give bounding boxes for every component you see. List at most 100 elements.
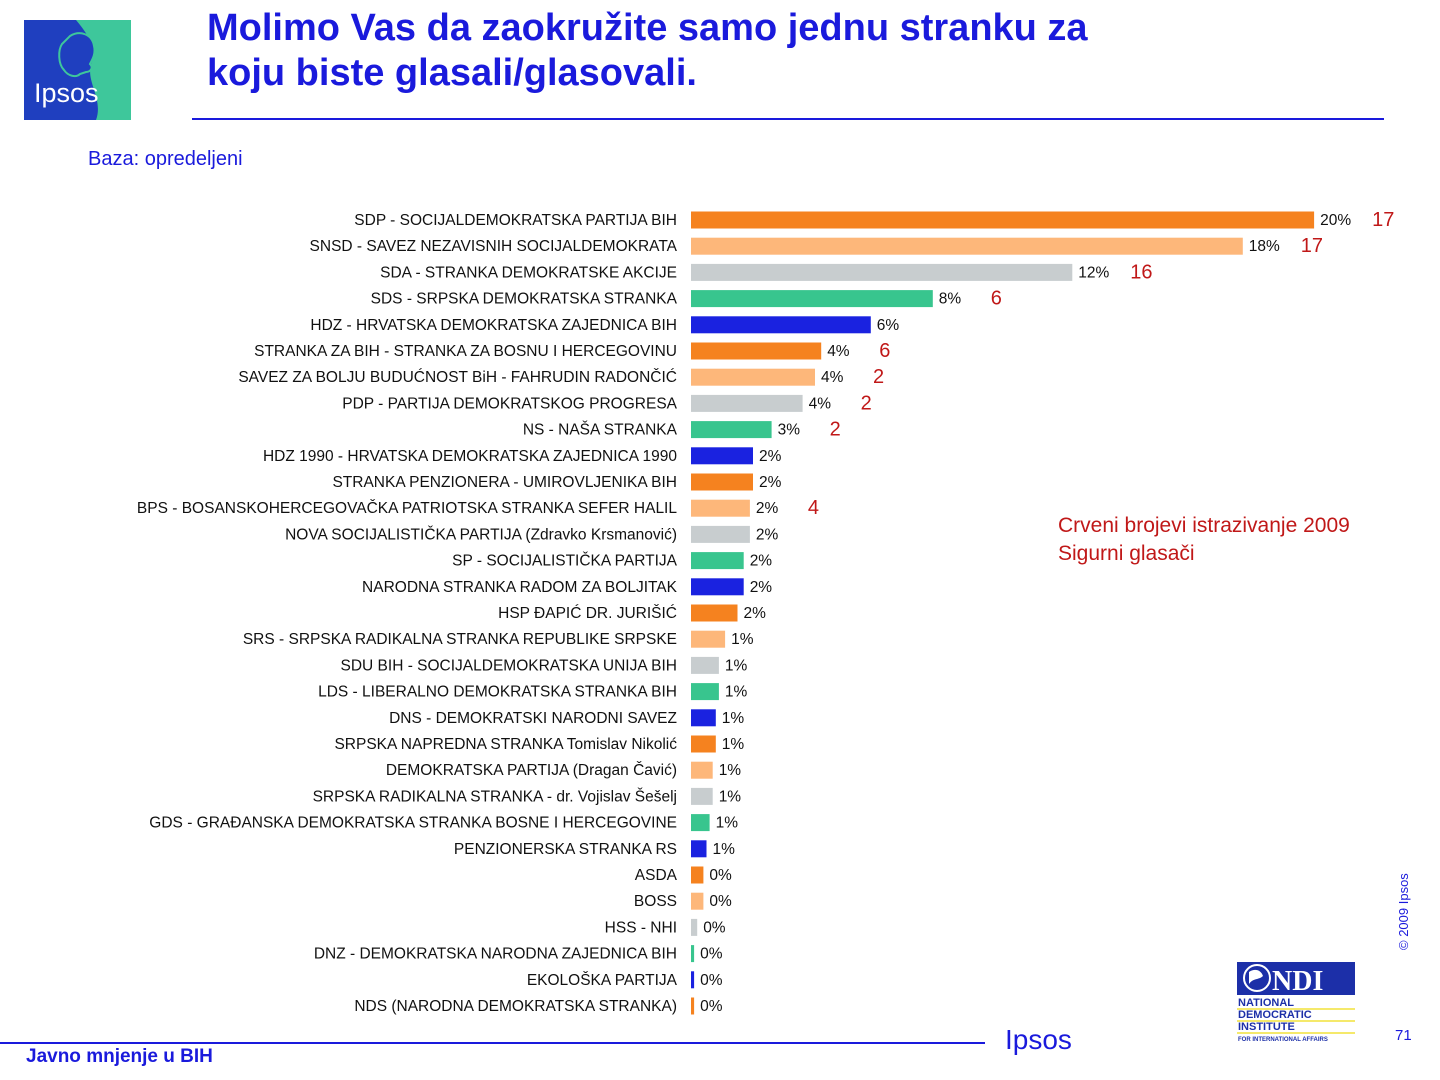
bar [691,735,716,753]
footer-rule [0,1042,985,1044]
research-2009-value: 17 [1301,235,1323,257]
research-2009-value: 16 [1130,261,1152,283]
bar [691,709,716,727]
value-label: 2% [756,526,779,543]
ndi-logo-line-1: NATIONAL [1238,997,1294,1009]
value-label: 6% [877,317,900,334]
category-label: SDA - STRANKA DEMOKRATSKE AKCIJE [380,264,677,281]
research-2009-value: 2 [830,419,841,441]
value-label: 1% [722,710,745,727]
category-label: SAVEZ ZA BOLJU BUDUĆNOST BiH - FAHRUDIN … [238,369,677,386]
title-line-2: koju biste glasali/glasovali. [207,52,697,94]
value-label: 20% [1320,212,1351,229]
footer-ipsos-brand: Ipsos [1005,1024,1072,1055]
ndi-logo-line-3: INSTITUTE [1238,1021,1295,1033]
footer-title: Javno mnjenje u BIH [26,1046,213,1067]
ndi-logo-line-2: DEMOCRATIC [1238,1009,1312,1021]
bar [691,578,744,596]
value-label: 1% [725,657,748,674]
bar [691,656,719,674]
value-label: 1% [731,631,754,648]
category-label: BPS - BOSANSKOHERCEGOVAČKA PATRIOTSKA ST… [137,500,677,517]
category-label: HSP ĐAPIĆ DR. JURIŠIĆ [498,605,677,622]
category-label: HSS - NHI [605,919,677,936]
category-label: SDU BIH - SOCIJALDEMOKRATSKA UNIJA BIH [341,657,677,674]
category-label: SNSD - SAVEZ NEZAVISNIH SOCIJALDEMOKRATA [310,238,678,255]
category-label: NDS (NARODNA DEMOKRATSKA STRANKA) [354,998,677,1015]
research-note: Crveni brojevi istrazivanje 2009 Sigurni… [1058,512,1350,568]
category-label: HDZ - HRVATSKA DEMOKRATSKA ZAJEDNICA BIH [310,317,677,334]
category-label: STRANKA PENZIONERA - UMIROVLJENIKA BIH [332,474,677,491]
value-label: 4% [809,395,832,412]
category-label: NOVA SOCIJALISTIČKA PARTIJA (Zdravko Krs… [285,526,677,543]
research-note-line-1: Crveni brojevi istrazivanje 2009 [1058,514,1350,537]
bar [691,211,1315,229]
category-label: NARODNA STRANKA RADOM ZA BOLJITAK [362,579,678,596]
ndi-logo: NDI NATIONAL DEMOCRATIC INSTITUTE FOR IN… [1237,962,1355,1043]
category-label: DNS - DEMOKRATSKI NARODNI SAVEZ [389,710,677,727]
research-2009-value: 6 [991,288,1002,310]
title-line-1: Molimo Vas da zaokružite samo jednu stra… [207,7,1088,49]
value-label: 1% [719,788,742,805]
category-label: SRPSKA NAPREDNA STRANKA Tomislav Nikolić [334,736,677,753]
bar [691,683,719,701]
bar [691,892,704,910]
bar [691,237,1243,255]
value-label: 12% [1078,264,1109,281]
page-number: 71 [1395,1027,1412,1044]
value-label: 4% [821,369,844,386]
value-label: 0% [700,998,723,1015]
value-label: 0% [700,946,723,963]
ndi-logo-mark: NDI [1272,966,1323,997]
category-label: SRPSKA RADIKALNA STRANKA - dr. Vojislav … [313,788,677,805]
ndi-logo-line-4: FOR INTERNATIONAL AFFAIRS [1238,1037,1328,1043]
research-2009-value: 2 [861,392,872,414]
bar [691,290,933,308]
research-2009-value: 17 [1372,209,1394,231]
value-label: 0% [703,919,726,936]
ipsos-logo: Ipsos [24,20,131,120]
value-label: 2% [759,474,782,491]
category-label: PENZIONERSKA STRANKA RS [454,841,677,858]
bar [691,316,871,334]
category-label: GDS - GRAĐANSKA DEMOKRATSKA STRANKA BOSN… [149,815,677,832]
value-label: 2% [756,500,779,517]
category-label: DNZ - DEMOKRATSKA NARODNA ZAJEDNICA BIH [314,946,677,963]
value-label: 1% [719,762,742,779]
category-label: SP - SOCIJALISTIČKA PARTIJA [452,553,677,570]
value-label: 2% [750,579,773,596]
bar [691,394,803,412]
bar [691,263,1073,281]
research-2009-value: 4 [808,497,819,519]
category-label: HDZ 1990 - HRVATSKA DEMOKRATSKA ZAJEDNIC… [263,448,677,465]
value-label: 1% [725,684,748,701]
category-label: SDS - SRPSKA DEMOKRATSKA STRANKA [371,291,678,308]
value-label: 18% [1249,238,1280,255]
bar [691,342,822,360]
value-label: 1% [716,815,739,832]
value-label: 0% [709,893,732,910]
category-label: EKOLOŠKA PARTIJA [527,972,678,989]
category-label: ASDA [635,867,678,884]
research-2009-value: 2 [873,366,884,388]
bar [691,971,695,989]
bar [691,421,772,439]
value-label: 4% [827,343,850,360]
value-label: 2% [750,553,773,570]
bar [691,840,707,858]
bar [691,814,710,832]
bar [691,945,695,963]
bar [691,787,713,805]
value-label: 1% [722,736,745,753]
page-title: Molimo Vas da zaokružite samo jednu stra… [207,6,1387,96]
category-label: PDP - PARTIJA DEMOKRATSKOG PROGRESA [342,395,677,412]
ndi-globe-continents [1249,969,1263,984]
category-label: SDP - SOCIJALDEMOKRATSKA PARTIJA BIH [354,212,677,229]
value-label: 3% [778,422,801,439]
bar [691,447,753,465]
ipsos-logo-green-shape [76,20,131,120]
bar [691,761,713,779]
party-preference-bar-chart: SDP - SOCIJALDEMOKRATSKA PARTIJA BIH 20% 1… [137,209,1394,1015]
category-label: LDS - LIBERALNO DEMOKRATSKA STRANKA BIH [318,684,677,701]
value-label: 2% [759,448,782,465]
